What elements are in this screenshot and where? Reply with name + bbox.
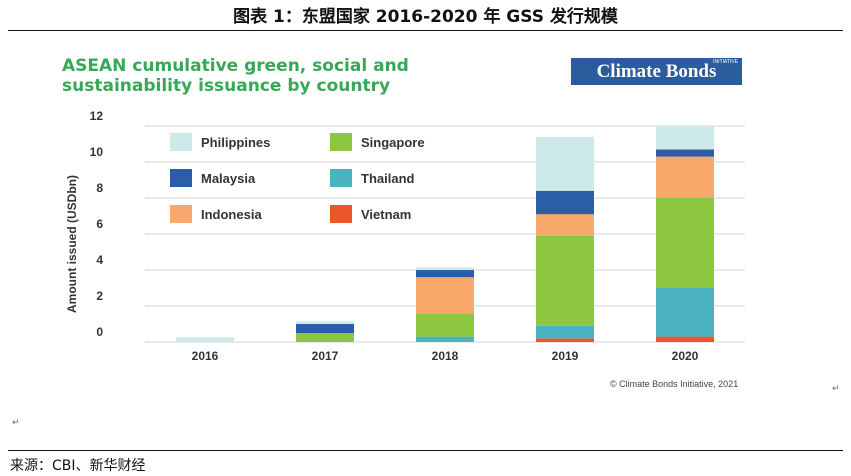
bar-segment-thailand xyxy=(656,288,714,337)
bar-segment-indonesia xyxy=(656,156,714,198)
x-tick-label: 2016 xyxy=(192,349,219,363)
bar-segment-singapore xyxy=(296,333,354,342)
bottom-rule xyxy=(8,450,843,451)
legend-label-malaysia: Malaysia xyxy=(201,171,256,186)
y-tick-label: 0 xyxy=(96,325,103,339)
logo-text: Climate Bonds xyxy=(596,61,717,82)
bar-segment-singapore xyxy=(416,313,474,337)
chart-title: ASEAN cumulative green, social and susta… xyxy=(62,56,409,96)
bar-segment-thailand xyxy=(536,325,594,339)
document-caption: 图表 1：东盟国家 2016-2020 年 GSS 发行规模 xyxy=(233,7,618,27)
bar-segment-vietnam xyxy=(536,338,594,342)
bar-segment-philippines xyxy=(656,126,714,150)
legend-label-singapore: Singapore xyxy=(361,135,425,150)
paragraph-mark: ↵ xyxy=(12,418,20,428)
legend-swatch-vietnam xyxy=(330,205,352,223)
bar-segment-philippines xyxy=(296,321,354,324)
y-axis-label: Amount issued (USDbn) xyxy=(65,175,79,313)
bar-segment-malaysia xyxy=(536,190,594,215)
bar-segment-philippines xyxy=(536,136,594,191)
y-tick-label: 2 xyxy=(96,289,103,303)
climate-bonds-logo: Climate Bonds INITIATIVE xyxy=(571,58,742,85)
x-tick-label: 2019 xyxy=(552,349,579,363)
source-note: 来源：CBI、新华财经 xyxy=(10,458,146,474)
x-tick-label: 2017 xyxy=(312,349,339,363)
copyright-text: © Climate Bonds Initiative, 2021 xyxy=(610,379,739,389)
x-tick-label: 2020 xyxy=(672,349,699,363)
bar-segment-singapore xyxy=(656,198,714,288)
bar-segment-thailand xyxy=(416,336,474,342)
bar-segment-indonesia xyxy=(416,277,474,314)
legend-label-indonesia: Indonesia xyxy=(201,207,262,222)
y-tick-label: 4 xyxy=(96,253,103,267)
legend-swatch-indonesia xyxy=(170,205,192,223)
y-tick-label: 6 xyxy=(96,217,103,231)
legend-swatch-singapore xyxy=(330,133,352,151)
legend-label-philippines: Philippines xyxy=(201,135,270,150)
x-tick-label: 2018 xyxy=(432,349,459,363)
bar-segment-malaysia xyxy=(416,270,474,278)
legend-swatch-malaysia xyxy=(170,169,192,187)
bar-segment-indonesia xyxy=(536,214,594,236)
y-tick-label: 10 xyxy=(90,145,104,159)
bar-segment-malaysia xyxy=(296,324,354,333)
legend-swatch-philippines xyxy=(170,133,192,151)
bar-segment-philippines xyxy=(176,337,234,342)
y-tick-label: 8 xyxy=(96,181,103,195)
bar-segment-malaysia xyxy=(656,149,714,157)
legend-swatch-thailand xyxy=(330,169,352,187)
bar-segment-singapore xyxy=(536,235,594,326)
paragraph-mark: ↵ xyxy=(832,384,840,394)
stacked-bar-chart: 0 2 4 6 8 10 12 Amount issued (USDbn) 2016 2017 20… xyxy=(65,109,745,363)
bar-segment-philippines xyxy=(416,267,474,270)
legend-label-vietnam: Vietnam xyxy=(361,207,411,222)
y-tick-label: 12 xyxy=(90,109,104,123)
top-rule xyxy=(8,30,843,31)
logo-small-text: INITIATIVE xyxy=(713,59,738,65)
bar-segment-vietnam xyxy=(656,336,714,342)
legend-label-thailand: Thailand xyxy=(361,171,415,186)
